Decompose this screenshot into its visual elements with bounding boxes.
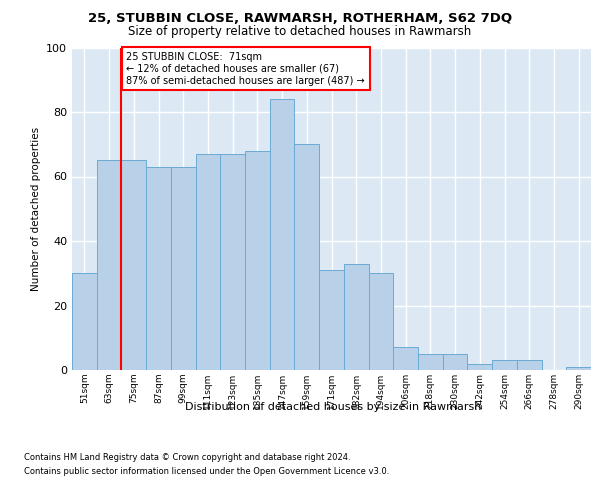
Bar <box>121 160 146 370</box>
Text: Distribution of detached houses by size in Rawmarsh: Distribution of detached houses by size … <box>185 402 481 412</box>
Bar <box>72 273 97 370</box>
Text: Contains HM Land Registry data © Crown copyright and database right 2024.: Contains HM Land Registry data © Crown c… <box>24 454 350 462</box>
Bar <box>146 167 171 370</box>
Text: 25 STUBBIN CLOSE:  71sqm
← 12% of detached houses are smaller (67)
87% of semi-d: 25 STUBBIN CLOSE: 71sqm ← 12% of detache… <box>127 52 365 86</box>
Bar <box>517 360 542 370</box>
Text: Size of property relative to detached houses in Rawmarsh: Size of property relative to detached ho… <box>128 25 472 38</box>
Text: 25, STUBBIN CLOSE, RAWMARSH, ROTHERHAM, S62 7DQ: 25, STUBBIN CLOSE, RAWMARSH, ROTHERHAM, … <box>88 12 512 26</box>
Y-axis label: Number of detached properties: Number of detached properties <box>31 126 41 291</box>
Bar <box>492 360 517 370</box>
Bar <box>566 367 591 370</box>
Bar <box>171 167 196 370</box>
Bar <box>393 348 418 370</box>
Bar <box>196 154 220 370</box>
Bar <box>368 273 393 370</box>
Bar <box>467 364 492 370</box>
Bar <box>220 154 245 370</box>
Bar <box>97 160 121 370</box>
Bar <box>245 150 270 370</box>
Text: Contains public sector information licensed under the Open Government Licence v3: Contains public sector information licen… <box>24 467 389 476</box>
Bar <box>319 270 344 370</box>
Bar <box>270 99 295 370</box>
Bar <box>443 354 467 370</box>
Bar <box>295 144 319 370</box>
Bar <box>344 264 368 370</box>
Bar <box>418 354 443 370</box>
